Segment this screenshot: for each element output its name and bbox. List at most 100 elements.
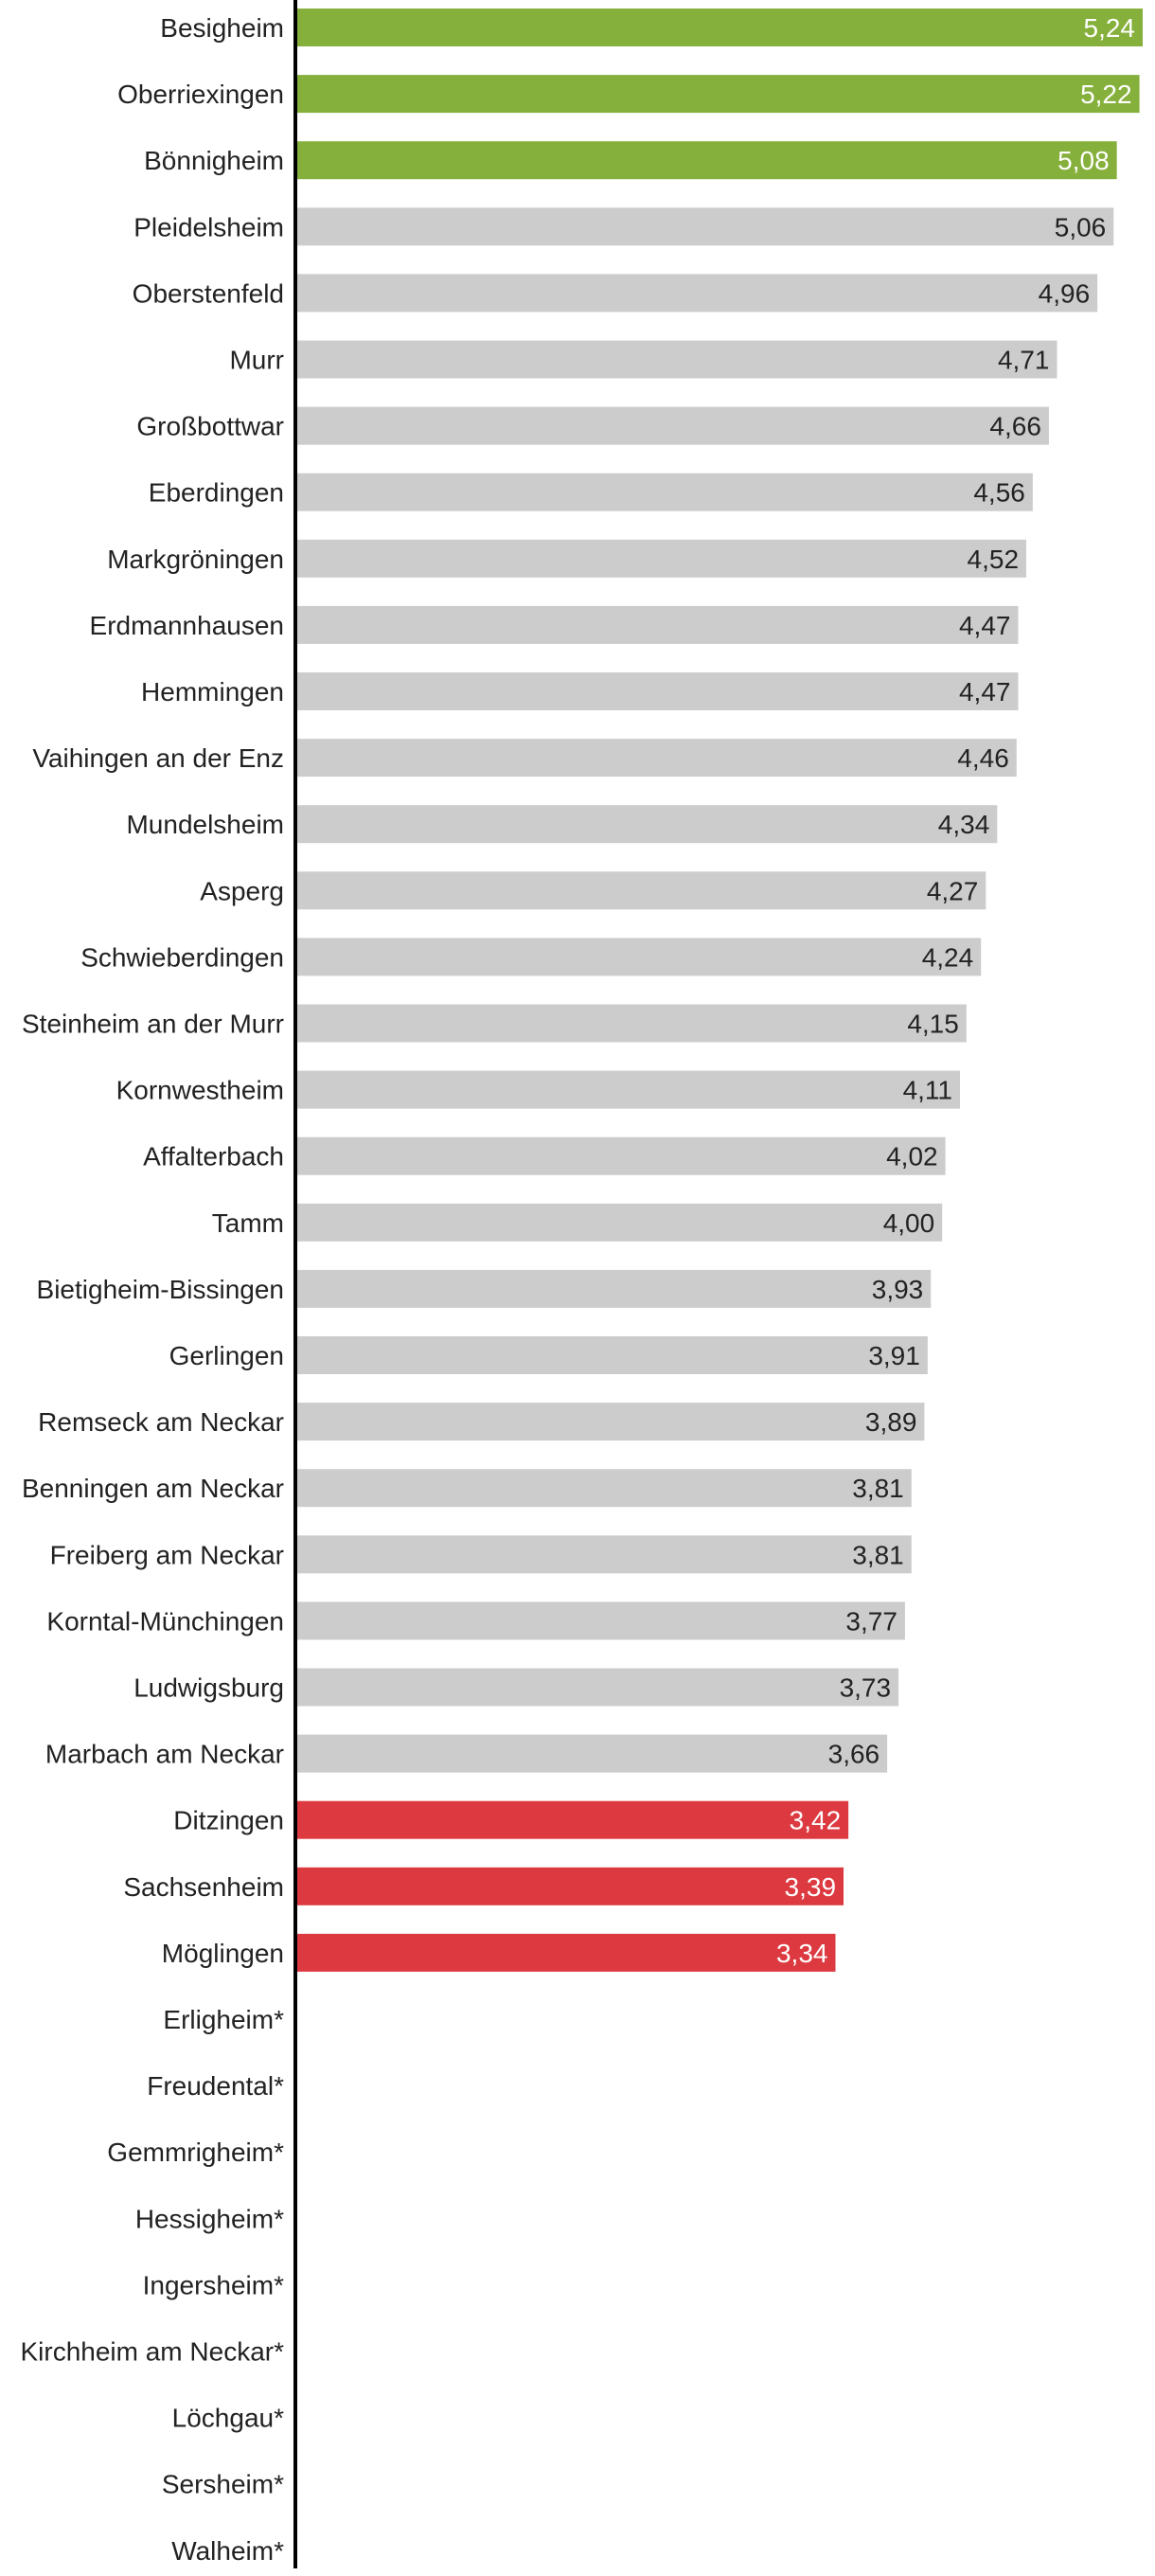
value-label: 4,34 — [938, 810, 990, 839]
bar-middle — [295, 805, 998, 844]
bar-middle — [295, 605, 1019, 644]
bar-middle — [295, 340, 1057, 379]
bar-middle — [295, 539, 1027, 578]
category-label: Besigheim — [160, 13, 284, 43]
category-label: Marbach am Neckar — [45, 1740, 284, 1769]
category-label: Hemmingen — [141, 677, 284, 707]
value-label: 4,71 — [998, 346, 1050, 375]
category-label: Bönnigheim — [144, 146, 284, 175]
bar-middle — [295, 473, 1033, 511]
category-label: Ingersheim* — [143, 2270, 285, 2299]
category-label: Vaihingen an der Enz — [32, 743, 284, 773]
category-label: Löchgau* — [172, 2404, 284, 2433]
category-label: Ditzingen — [173, 1806, 284, 1835]
category-label: Freiberg am Neckar — [50, 1540, 284, 1569]
bar-bottom — [295, 1800, 849, 1839]
category-label: Sachsenheim — [123, 1872, 284, 1902]
bar-bottom — [295, 1867, 844, 1905]
category-label: Affalterbach — [143, 1142, 284, 1172]
bar-middle — [295, 1136, 946, 1175]
bar-middle — [295, 938, 982, 976]
value-label: 4,24 — [922, 942, 974, 972]
bar-middle — [295, 207, 1114, 246]
bar-middle — [295, 1668, 899, 1707]
category-label: Eberdingen — [149, 478, 284, 508]
value-label: 4,47 — [959, 611, 1011, 640]
value-label: 3,91 — [868, 1341, 920, 1370]
category-label: Pleidelsheim — [133, 212, 284, 242]
value-label: 5,06 — [1055, 212, 1107, 242]
bar-top — [295, 141, 1117, 180]
value-label: 3,77 — [845, 1606, 897, 1636]
bar-middle — [295, 406, 1049, 445]
category-label: Korntal-Münchingen — [46, 1606, 284, 1636]
category-label: Hessigheim* — [135, 2204, 284, 2233]
value-label: 3,73 — [840, 1673, 892, 1703]
bar-top — [295, 75, 1140, 114]
bar-bottom — [295, 1933, 836, 1972]
category-label: Walheim* — [171, 2536, 284, 2566]
value-label: 4,11 — [903, 1076, 952, 1105]
value-label: 3,39 — [785, 1872, 837, 1902]
value-label: 4,47 — [959, 677, 1011, 707]
category-label: Mundelsheim — [126, 810, 284, 839]
category-label: Freudental* — [147, 2071, 284, 2101]
category-label: Benningen am Neckar — [22, 1474, 284, 1503]
bar-top — [295, 9, 1143, 46]
category-label: Steinheim an der Murr — [22, 1010, 284, 1039]
bar-middle — [295, 1004, 967, 1043]
bar-middle — [295, 1203, 943, 1242]
bar-middle — [295, 1070, 960, 1109]
value-label: 3,93 — [872, 1275, 924, 1304]
value-label: 3,81 — [852, 1474, 904, 1503]
value-label: 4,96 — [1039, 278, 1091, 308]
value-label: 4,02 — [886, 1142, 938, 1172]
bar-middle — [295, 274, 1098, 313]
value-label: 5,24 — [1084, 13, 1136, 43]
category-label: Tamm — [212, 1208, 284, 1238]
bar-middle — [295, 1601, 905, 1640]
value-label: 4,66 — [989, 412, 1041, 441]
bar-middle — [295, 1535, 912, 1574]
bar-middle — [295, 1336, 928, 1374]
value-label: 4,56 — [973, 478, 1025, 508]
bar-middle — [295, 1403, 925, 1441]
value-label: 3,42 — [790, 1806, 842, 1835]
category-label: Bietigheim-Bissingen — [37, 1275, 284, 1304]
category-label: Ludwigsburg — [133, 1673, 284, 1703]
value-label: 3,66 — [828, 1740, 880, 1769]
value-label: 4,00 — [883, 1208, 935, 1238]
value-label: 5,22 — [1080, 80, 1132, 109]
bar-middle — [295, 672, 1019, 710]
bar-middle — [295, 1269, 932, 1308]
value-label: 4,46 — [957, 743, 1009, 773]
bar-middle — [295, 871, 986, 910]
category-label: Oberriexingen — [117, 80, 284, 109]
category-label: Gerlingen — [169, 1341, 284, 1370]
labels-layer: Besigheim 5,24 Oberriexingen 5,22 Bönnigheim… — [20, 13, 1135, 2566]
bar-middle — [295, 1469, 912, 1508]
bar-middle — [295, 739, 1017, 778]
category-label: Erdmannhausen — [90, 611, 284, 640]
value-label: 4,52 — [968, 545, 1020, 574]
bars-layer — [295, 9, 1143, 1972]
category-label: Schwieberdingen — [80, 942, 284, 972]
value-label: 3,89 — [865, 1407, 917, 1437]
bar-middle — [295, 1734, 888, 1773]
value-label: 4,27 — [927, 876, 979, 905]
value-label: 4,15 — [907, 1010, 959, 1039]
category-label: Asperg — [200, 876, 284, 905]
value-label: 3,81 — [852, 1540, 904, 1569]
value-label: 3,34 — [776, 1939, 828, 1968]
category-label: Oberstenfeld — [133, 278, 284, 308]
category-label: Remseck am Neckar — [38, 1407, 284, 1437]
category-label: Erligheim* — [163, 2005, 284, 2034]
category-label: Möglingen — [162, 1939, 284, 1968]
category-label: Kirchheim am Neckar* — [20, 2337, 284, 2367]
category-label: Gemmrigheim* — [107, 2138, 284, 2167]
category-label: Murr — [229, 346, 284, 375]
category-label: Großbottwar — [136, 412, 284, 441]
category-label: Kornwestheim — [116, 1076, 284, 1105]
value-label: 5,08 — [1057, 146, 1110, 175]
